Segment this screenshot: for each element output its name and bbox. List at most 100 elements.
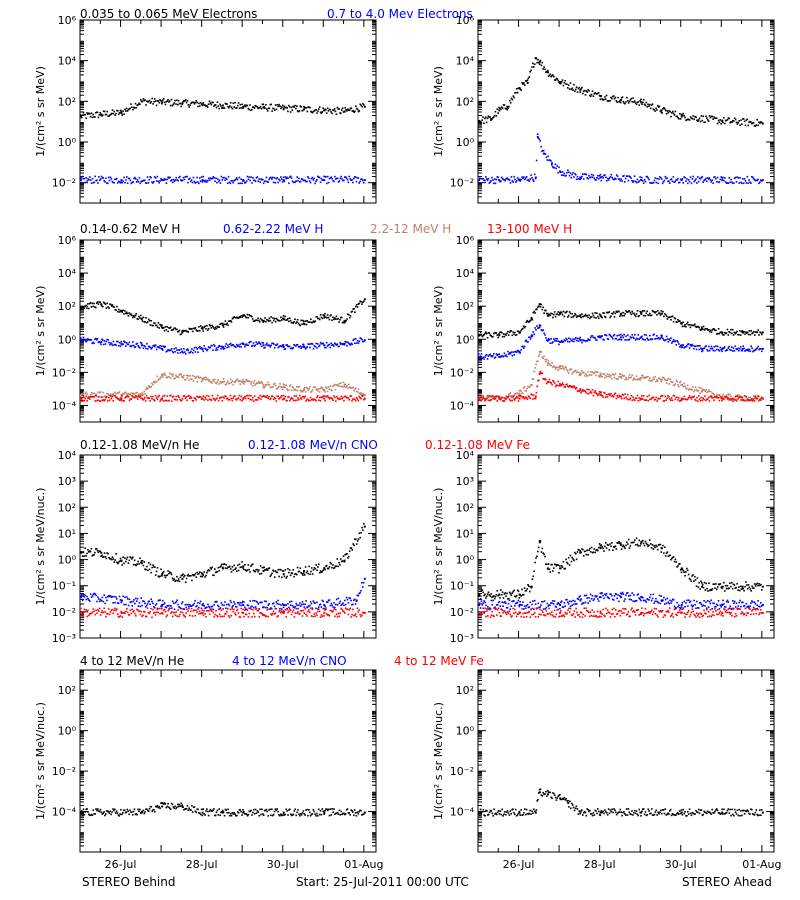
data-point: [330, 397, 333, 399]
data-point: [248, 176, 251, 178]
data-point: [614, 338, 617, 340]
data-point: [294, 399, 297, 402]
data-point: [542, 357, 544, 360]
data-point: [224, 345, 227, 348]
data-point: [235, 178, 237, 181]
data-point: [686, 345, 688, 347]
data-point: [330, 389, 332, 391]
data-point: [251, 399, 253, 401]
data-point: [277, 346, 280, 349]
data-point: [701, 175, 704, 178]
data-point: [187, 349, 190, 352]
data-point: [747, 182, 749, 184]
data-point: [694, 179, 696, 182]
data-point: [303, 108, 305, 111]
y-tick-label: 10²: [58, 300, 76, 313]
data-point: [88, 113, 91, 115]
data-point: [703, 329, 706, 331]
data-point: [504, 107, 507, 110]
data-point: [573, 370, 575, 373]
data-point: [300, 106, 302, 108]
data-point: [623, 314, 625, 317]
data-point: [760, 121, 762, 123]
data-point: [206, 106, 209, 108]
data-point: [750, 182, 752, 184]
data-point: [576, 315, 579, 317]
data-point: [95, 302, 98, 304]
data-point: [333, 318, 335, 321]
data-point: [115, 392, 117, 395]
data-point: [593, 336, 596, 339]
data-point: [609, 334, 611, 336]
data-point: [684, 116, 686, 119]
data-point: [146, 176, 149, 178]
data-point: [202, 102, 205, 104]
data-point: [625, 101, 627, 103]
data-point: [215, 106, 218, 109]
data-point: [728, 117, 731, 120]
data-point: [121, 394, 123, 397]
data-point: [225, 323, 227, 326]
data-point: [261, 382, 264, 384]
data-point: [508, 398, 511, 401]
data-point: [657, 398, 659, 400]
data-point: [292, 322, 294, 324]
data-point: [266, 108, 268, 110]
data-point: [512, 95, 515, 97]
data-point: [546, 339, 548, 341]
data-point: [742, 399, 744, 401]
data-point: [560, 367, 563, 370]
data-point: [144, 393, 146, 395]
data-point: [494, 356, 497, 358]
data-point: [80, 114, 82, 116]
y-axis-label: 1/(cm² s sr MeV/nuc.): [34, 488, 47, 606]
data-point: [205, 398, 207, 400]
data-point: [90, 391, 93, 394]
data-point: [116, 392, 119, 394]
data-point: [132, 108, 134, 111]
data-point: [80, 115, 82, 118]
data-point: [120, 397, 123, 400]
data-point: [334, 318, 337, 320]
data-point: [258, 382, 261, 384]
data-point: [343, 319, 346, 322]
data-point: [89, 115, 92, 118]
data-point: [171, 179, 173, 181]
data-point: [181, 376, 184, 378]
data-point: [521, 82, 523, 84]
data-point: [669, 182, 671, 184]
data-point: [99, 178, 102, 180]
data-point: [723, 398, 725, 400]
data-point: [192, 400, 195, 402]
data-point: [98, 400, 101, 402]
data-point: [186, 175, 188, 178]
data-point: [749, 333, 752, 336]
data-point: [149, 385, 152, 388]
data-point: [155, 324, 158, 327]
data-point: [626, 339, 628, 341]
data-point: [128, 341, 131, 344]
data-point: [578, 390, 581, 393]
data-point: [107, 397, 110, 399]
data-point: [541, 308, 544, 311]
data-point: [723, 346, 726, 348]
data-point: [567, 87, 569, 89]
data-point: [281, 386, 283, 389]
data-point: [731, 181, 733, 183]
data-point: [349, 107, 352, 110]
data-point: [335, 177, 338, 180]
data-point: [314, 398, 316, 401]
data-point: [500, 331, 503, 334]
data-point: [233, 395, 235, 398]
data-point: [597, 394, 599, 397]
data-point: [720, 395, 722, 398]
data-point: [484, 399, 486, 402]
data-point: [121, 181, 123, 184]
data-point: [621, 374, 624, 376]
data-point: [290, 347, 293, 349]
data-point: [97, 341, 100, 344]
data-point: [217, 180, 220, 183]
row-2-title-2: 0.12-1.08 MeV Fe: [425, 438, 530, 452]
data-point: [288, 320, 290, 323]
data-point: [702, 347, 705, 350]
